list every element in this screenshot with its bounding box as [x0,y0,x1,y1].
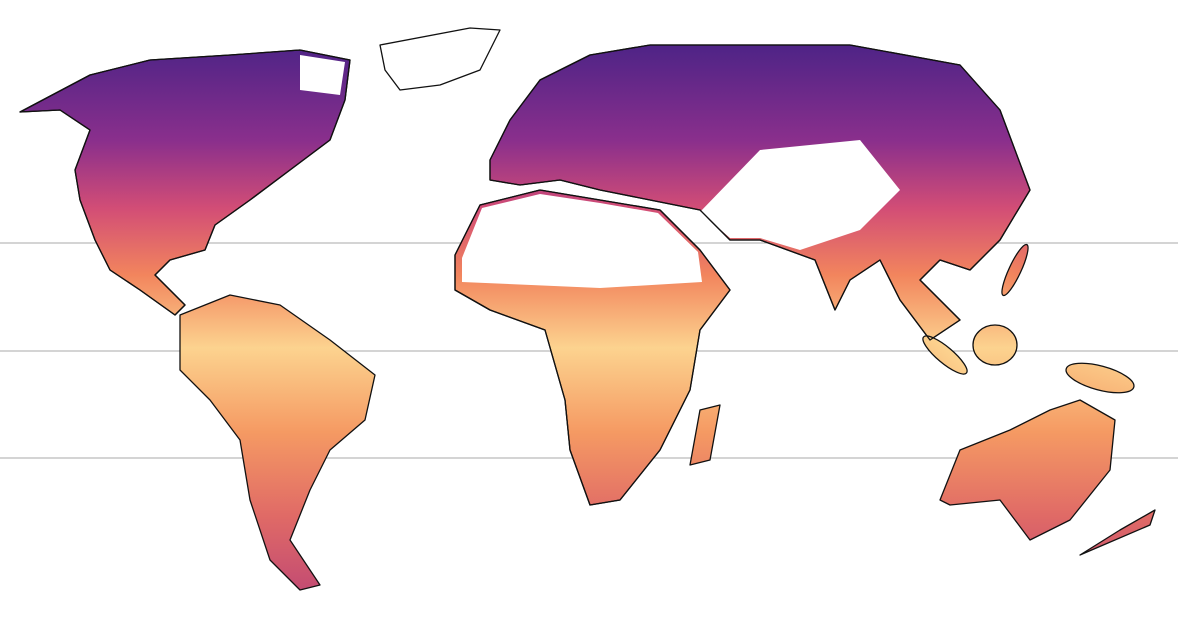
new-guinea [1065,362,1135,394]
new-zealand [1079,509,1156,556]
arabia-central-asia [700,140,900,250]
africa-outline [454,189,731,506]
eurasia-outline [489,44,1031,341]
outlines [19,44,1031,506]
sumatra [922,335,968,375]
greenland [379,27,501,91]
empty-regions [300,55,900,288]
japan [1001,243,1029,297]
madagascar [689,404,721,466]
greenland-blank [300,55,345,95]
north-america-outline [19,49,351,316]
borneo [972,324,1018,366]
australia [939,399,1116,541]
sahara [462,194,702,288]
south-america [179,294,376,591]
land [19,27,1156,591]
